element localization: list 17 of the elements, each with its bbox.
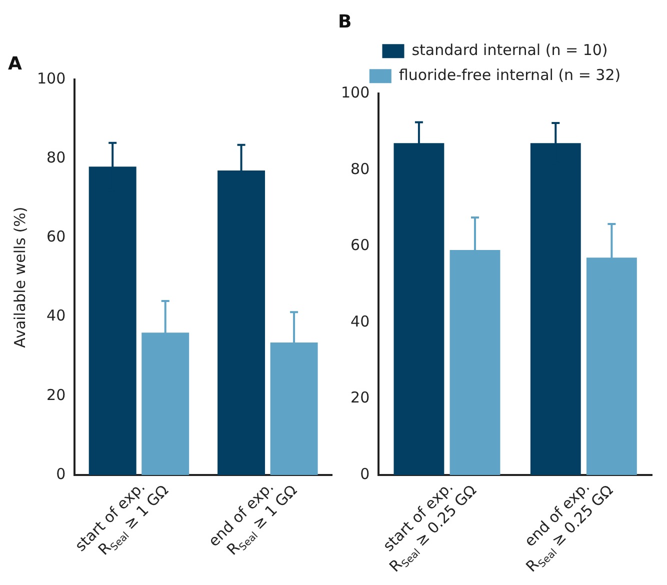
y-tick-label: 60 <box>350 236 370 254</box>
chart-title: B <box>338 11 352 32</box>
y-tick-label: 20 <box>46 386 66 404</box>
legend-label: fluoride-free internal (n = 32) <box>398 66 621 84</box>
y-tick-label: 100 <box>36 69 66 88</box>
y-tick-label: 0 <box>56 464 66 483</box>
legend-label: standard internal (n = 10) <box>412 40 608 59</box>
y-axis-title: Available wells (%) <box>10 206 29 348</box>
y-tick-label: 80 <box>46 148 66 167</box>
y-tick-label: 80 <box>350 160 370 178</box>
y-tick-label: 40 <box>46 306 66 325</box>
chart-title: A <box>8 53 22 74</box>
y-tick-label: 60 <box>46 228 66 246</box>
y-tick-label: 40 <box>350 312 370 330</box>
y-tick-label: 20 <box>350 388 370 407</box>
y-tick-label: 100 <box>340 83 370 102</box>
y-tick-label: 0 <box>360 464 370 483</box>
